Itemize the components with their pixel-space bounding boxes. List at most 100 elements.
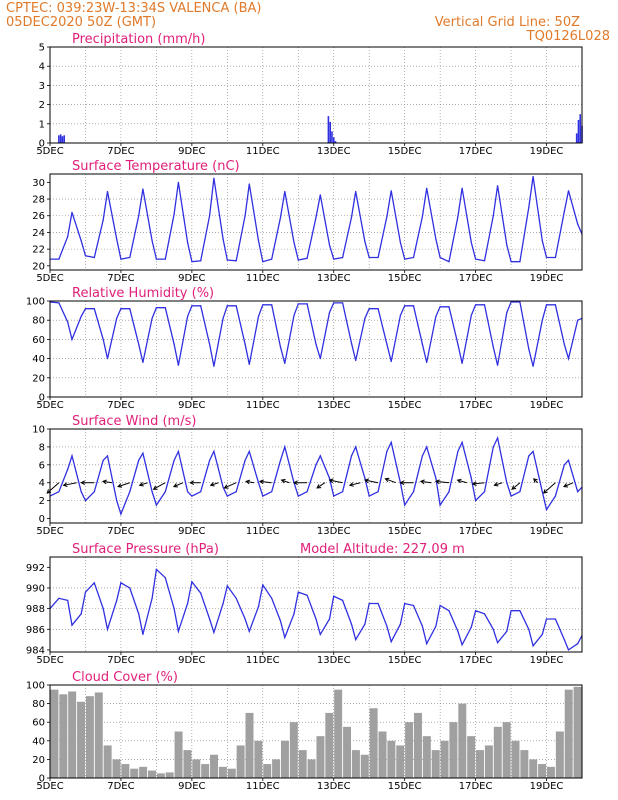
wind-vector-head bbox=[419, 479, 425, 485]
precip-bar bbox=[59, 134, 62, 143]
data-point bbox=[364, 241, 366, 243]
data-point bbox=[457, 450, 459, 452]
data-point bbox=[106, 358, 109, 360]
cloud-bar bbox=[50, 689, 59, 778]
data-point bbox=[328, 618, 331, 620]
data-point bbox=[279, 620, 282, 622]
data-point bbox=[439, 504, 441, 506]
data-point bbox=[567, 649, 570, 651]
x-tick-label: 7DEC bbox=[107, 526, 134, 537]
data-point bbox=[364, 623, 366, 625]
cloud-bar bbox=[405, 722, 414, 778]
data-point bbox=[577, 223, 579, 225]
data-point bbox=[496, 185, 499, 187]
data-point bbox=[528, 206, 530, 208]
data-point bbox=[426, 187, 428, 189]
data-point bbox=[377, 256, 379, 259]
cloud-bar bbox=[538, 764, 547, 778]
data-point bbox=[350, 623, 353, 625]
data-point bbox=[506, 244, 508, 246]
cloud-bar bbox=[77, 701, 86, 778]
y-tick-label: 40 bbox=[32, 354, 45, 365]
series-line bbox=[49, 435, 583, 516]
data-point bbox=[248, 363, 250, 365]
data-point bbox=[492, 215, 494, 217]
data-point bbox=[58, 258, 60, 260]
x-tick-label: 7DEC bbox=[107, 781, 134, 792]
data-point bbox=[102, 338, 104, 340]
cloud-bar bbox=[245, 712, 254, 778]
x-tick-label: 19DEC bbox=[530, 400, 564, 411]
data-point bbox=[257, 240, 260, 242]
precip-bar bbox=[579, 114, 582, 143]
wind-vector bbox=[435, 480, 450, 484]
x-tick-label: 19DEC bbox=[530, 655, 564, 666]
wind-vector-head bbox=[493, 482, 499, 487]
y-tick-label: 5 bbox=[39, 43, 45, 54]
data-point bbox=[563, 464, 565, 466]
x-tick-label: 5DEC bbox=[36, 146, 63, 157]
header-run-time: 05DEC2020 50Z (GMT) bbox=[6, 15, 156, 30]
data-point bbox=[151, 491, 153, 493]
x-tick-label: 15DEC bbox=[388, 526, 422, 537]
x-tick-label: 7DEC bbox=[107, 273, 134, 284]
data-point bbox=[106, 190, 109, 193]
data-point bbox=[541, 633, 543, 636]
wind-vector-head bbox=[245, 479, 251, 485]
data-point bbox=[448, 491, 450, 493]
panel-0: Precipitation (mm/h) 5DEC 7DEC 9DEC 11DEC 13D… bbox=[36, 32, 583, 157]
data-point bbox=[284, 636, 286, 639]
data-point bbox=[209, 618, 211, 620]
data-point bbox=[496, 437, 499, 439]
cloud-bar bbox=[139, 766, 148, 778]
panel-title: Precipitation (mm/h) bbox=[72, 32, 205, 47]
wind-vector-head bbox=[384, 477, 390, 483]
cloud-bar bbox=[307, 759, 316, 778]
wind-vector-head bbox=[117, 483, 123, 488]
x-tick-label: 11DEC bbox=[246, 526, 280, 537]
x-tick-label: 15DEC bbox=[388, 400, 422, 411]
data-point bbox=[142, 633, 144, 636]
data-point bbox=[519, 491, 521, 493]
wind-vector bbox=[316, 482, 326, 489]
x-tick-label: 17DEC bbox=[459, 526, 493, 537]
data-point bbox=[297, 303, 299, 305]
x-tick-label: 17DEC bbox=[459, 655, 493, 666]
data-point bbox=[209, 343, 211, 345]
data-point bbox=[213, 177, 215, 179]
y-tick-label: 0 bbox=[39, 774, 45, 785]
data-point bbox=[151, 317, 153, 319]
data-point bbox=[319, 633, 321, 636]
data-point bbox=[200, 305, 202, 307]
precip-bar bbox=[577, 119, 580, 143]
y-tick-label: 2 bbox=[39, 496, 45, 507]
data-point bbox=[293, 241, 295, 244]
data-point bbox=[142, 452, 144, 454]
data-point bbox=[368, 495, 370, 497]
data-point bbox=[164, 491, 166, 493]
data-point bbox=[545, 618, 548, 620]
data-point bbox=[191, 581, 193, 583]
x-tick-label: 13DEC bbox=[317, 781, 351, 792]
wind-vector bbox=[173, 482, 184, 488]
y-tick-label: 1 bbox=[39, 119, 45, 130]
data-point bbox=[377, 602, 379, 605]
x-tick-label: 9DEC bbox=[178, 400, 205, 411]
x-tick-label: 5DEC bbox=[36, 781, 63, 792]
x-tick-label: 5DEC bbox=[36, 655, 63, 666]
data-point bbox=[226, 305, 228, 307]
data-point bbox=[93, 308, 95, 310]
data-point bbox=[519, 261, 521, 263]
wind-vector bbox=[563, 482, 574, 488]
data-point bbox=[191, 305, 193, 307]
cloud-bar bbox=[449, 722, 458, 778]
data-point bbox=[142, 361, 144, 364]
x-tick-label: 19DEC bbox=[530, 146, 564, 157]
data-point bbox=[412, 256, 415, 259]
data-point bbox=[532, 645, 534, 647]
x-tick-label: 9DEC bbox=[178, 526, 205, 537]
data-point bbox=[475, 258, 477, 260]
data-point bbox=[328, 311, 331, 314]
data-point bbox=[173, 608, 175, 610]
